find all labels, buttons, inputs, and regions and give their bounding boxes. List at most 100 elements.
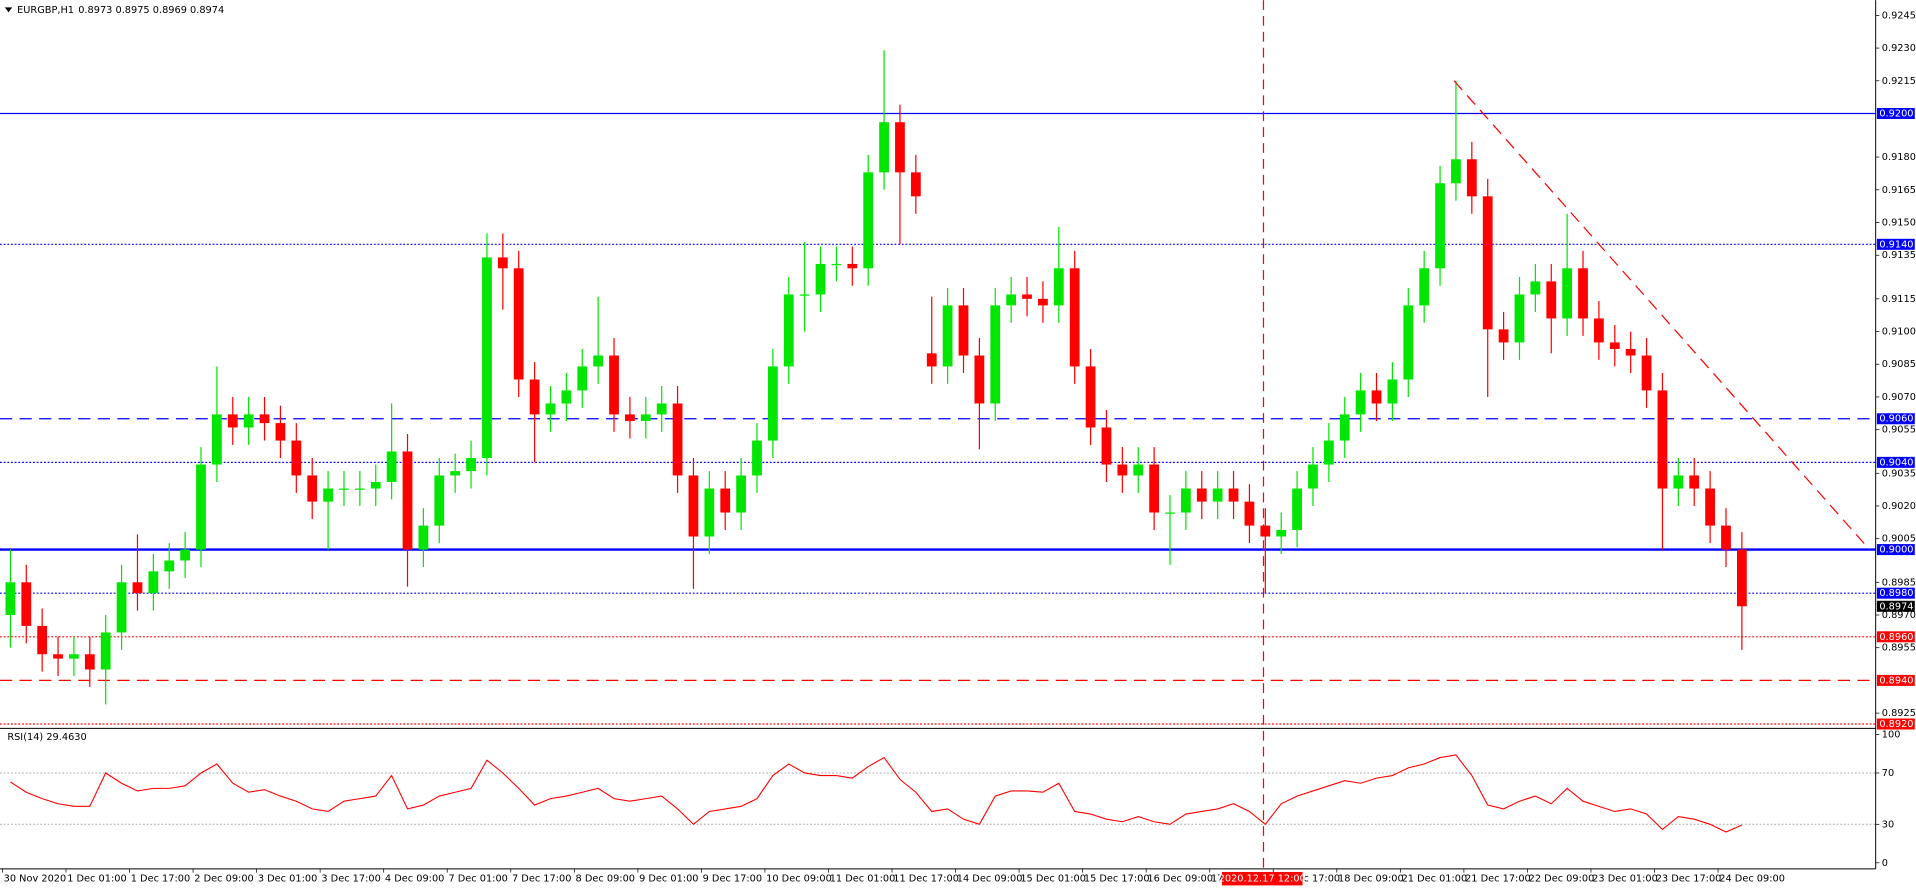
candle-body bbox=[466, 458, 476, 472]
x-tick-label: 10 Dec 09:00 bbox=[766, 874, 832, 885]
y-tick-label: 0.9180 bbox=[1882, 152, 1916, 163]
crosshair-label: 2020.12.17 12:00 bbox=[1219, 874, 1306, 885]
y-tick-label: 0.9070 bbox=[1882, 392, 1916, 403]
candle-body bbox=[783, 294, 794, 367]
y-tick-label: 0.9150 bbox=[1882, 218, 1916, 229]
candle-body bbox=[1292, 488, 1302, 530]
candle-body bbox=[259, 414, 270, 424]
candle-body bbox=[1578, 268, 1588, 319]
candle-body bbox=[1609, 342, 1620, 349]
x-tick-label: 9 Dec 17:00 bbox=[703, 874, 762, 885]
candle-body bbox=[609, 355, 619, 415]
candle-body bbox=[323, 488, 333, 502]
x-tick-label: 3 Dec 01:00 bbox=[258, 874, 317, 885]
x-tick-label: 15 Dec 01:00 bbox=[1020, 874, 1086, 885]
level-label-box bbox=[1876, 456, 1915, 468]
x-tick-label: 23 Dec 17:00 bbox=[1656, 874, 1722, 885]
x-tick-label: 8 Dec 09:00 bbox=[576, 874, 635, 885]
candle-body bbox=[815, 263, 826, 295]
level-label-box bbox=[1876, 718, 1915, 730]
candle-body bbox=[545, 403, 556, 415]
rsi-label: RSI(14) 29.4630 bbox=[7, 732, 86, 743]
level-label: 0.9200 bbox=[1879, 108, 1913, 119]
candle-body bbox=[434, 475, 445, 526]
candle-body bbox=[69, 654, 79, 659]
candle-body bbox=[1339, 414, 1350, 441]
level-label-box bbox=[1876, 674, 1915, 686]
menu-arrow[interactable] bbox=[4, 7, 13, 13]
y-tick-label: 0.9085 bbox=[1882, 359, 1916, 370]
candle-body bbox=[1451, 159, 1461, 184]
candle-body bbox=[116, 582, 127, 633]
candle-body bbox=[561, 390, 572, 404]
candle-body bbox=[1721, 525, 1731, 550]
x-tick-label: 11 Dec 01:00 bbox=[830, 874, 896, 885]
candle-body bbox=[926, 353, 937, 367]
candle-body bbox=[1387, 379, 1398, 404]
candle-body bbox=[1260, 525, 1271, 537]
candle-body bbox=[1641, 355, 1652, 391]
level-label: 0.8960 bbox=[1879, 632, 1913, 643]
candle-body bbox=[1165, 512, 1175, 514]
x-tick-label: 22 Dec 09:00 bbox=[1529, 874, 1595, 885]
level-label: 0.8920 bbox=[1879, 719, 1913, 730]
candle-body bbox=[529, 379, 540, 415]
level-label-box bbox=[1876, 631, 1915, 643]
candle-body bbox=[847, 263, 858, 269]
candle-body bbox=[990, 305, 1001, 404]
y-tick-label: 0.9215 bbox=[1882, 76, 1916, 87]
candle-body bbox=[212, 414, 222, 465]
candle-body bbox=[974, 355, 985, 404]
candle-body bbox=[1276, 529, 1287, 537]
marks-layer bbox=[5, 0, 1871, 869]
candle-body bbox=[418, 525, 429, 550]
candle-body bbox=[132, 582, 143, 594]
candle-body bbox=[482, 257, 492, 459]
candle-body bbox=[704, 488, 715, 537]
y-tick-label: 0.9230 bbox=[1882, 43, 1916, 54]
y-tick-label: 0.9055 bbox=[1882, 425, 1916, 436]
candle-body bbox=[577, 366, 588, 391]
candle-body bbox=[1212, 488, 1223, 502]
level-label-box bbox=[1876, 238, 1915, 250]
x-tick-label: 24 Dec 09:00 bbox=[1719, 874, 1785, 885]
candle-body bbox=[307, 475, 318, 502]
candle-body bbox=[1228, 488, 1239, 502]
x-tick-label: 7 Dec 17:00 bbox=[512, 874, 571, 885]
candle-body bbox=[1530, 281, 1541, 295]
candle-body bbox=[53, 654, 63, 659]
candle-body bbox=[1673, 475, 1684, 489]
candle-body bbox=[1149, 464, 1160, 513]
trendline bbox=[1453, 80, 1871, 550]
level-label-box bbox=[1876, 413, 1915, 425]
x-tick-label: 3 Dec 17:00 bbox=[321, 874, 380, 885]
candle-body bbox=[402, 451, 413, 550]
level-label: 0.9000 bbox=[1879, 545, 1913, 556]
candle-body bbox=[672, 403, 683, 476]
candle-body bbox=[720, 488, 731, 513]
level-label: 0.9040 bbox=[1879, 457, 1913, 468]
y-tick-label: 0.9035 bbox=[1882, 468, 1916, 479]
candle-body bbox=[291, 440, 302, 476]
y-tick-label: 0.9165 bbox=[1882, 185, 1916, 196]
candle-body bbox=[1594, 318, 1604, 343]
candle-body bbox=[752, 440, 762, 476]
candle-body bbox=[37, 625, 48, 655]
candle-body bbox=[450, 471, 461, 476]
candle-body bbox=[640, 414, 651, 421]
rsi-line bbox=[10, 754, 1743, 833]
levels-layer bbox=[0, 112, 1876, 825]
candle-body bbox=[958, 305, 969, 356]
candle-body bbox=[1562, 268, 1573, 319]
candle-body bbox=[1053, 268, 1064, 306]
candle-body bbox=[942, 305, 953, 367]
x-tick-label: 18 Dec 09:00 bbox=[1338, 874, 1404, 885]
quote: 0.8973 0.8975 0.8969 0.8974 bbox=[78, 5, 224, 16]
x-tick-label: 4 Dec 09:00 bbox=[385, 874, 444, 885]
y-tick-label: 0.8985 bbox=[1882, 577, 1916, 588]
candle-body bbox=[1657, 390, 1668, 489]
candle-body bbox=[21, 582, 32, 626]
x-tick-label: 9 Dec 01:00 bbox=[639, 874, 698, 885]
